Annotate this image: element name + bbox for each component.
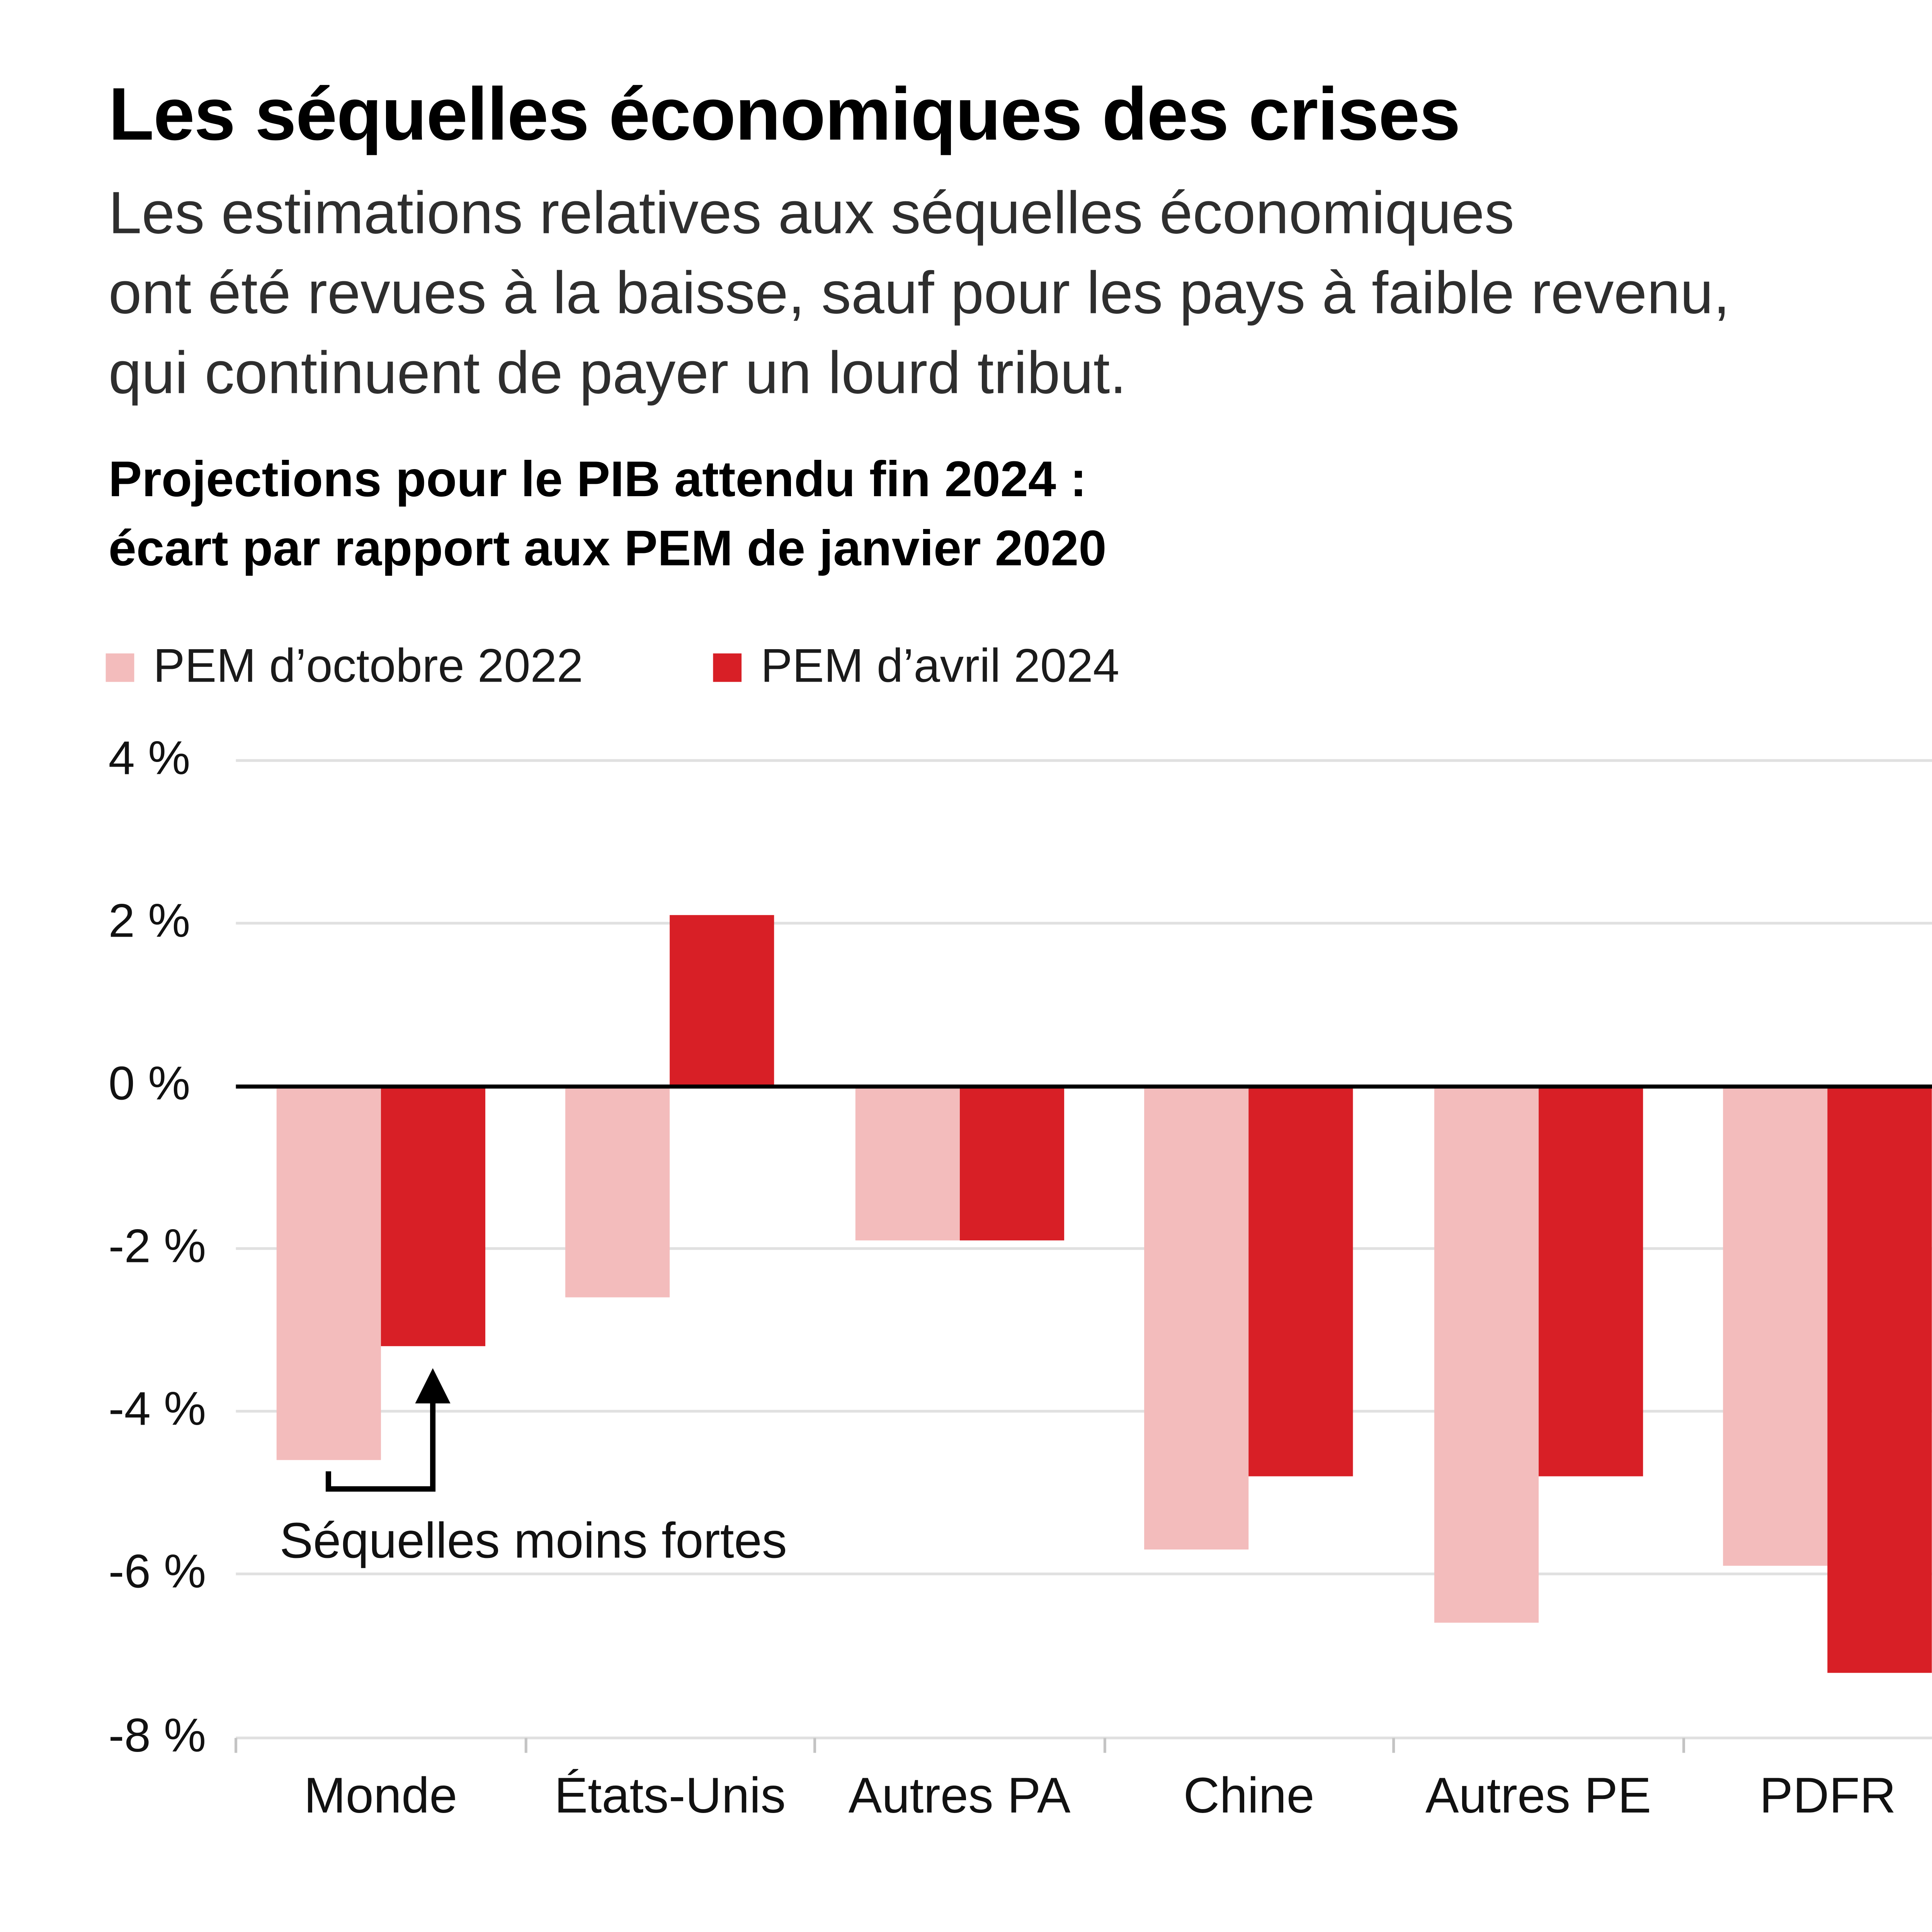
- plot-area: Monde États-Unis Autres PA Chine Autres PE PD…: [234, 732, 1932, 1857]
- y-axis-tick-label: -4 %: [108, 1383, 206, 1436]
- y-axis-tick-label: -8 %: [108, 1709, 206, 1762]
- gridline: [236, 1410, 1932, 1413]
- page-subtitle: Les estimations relatives aux séquelles …: [108, 180, 1730, 407]
- bar-oct2022-autres-pa: [855, 1086, 960, 1241]
- annotation-arrow-icon: [325, 1368, 451, 1492]
- legend-swatch-pink-icon: [105, 653, 134, 681]
- legend-item-oct-2022: PEM d’octobre 2022: [105, 639, 583, 694]
- annotation-text: Séquelles moins fortes: [279, 1513, 787, 1569]
- x-axis-tick: [813, 1737, 816, 1752]
- bar-avr2024-autres-pe: [1538, 1086, 1643, 1477]
- legend-swatch-red-icon: [713, 653, 742, 681]
- legend-item-avr-2024: PEM d’avril 2024: [713, 640, 1119, 694]
- y-axis-tick-label: 0 %: [108, 1057, 190, 1111]
- bar-oct2022-chine: [1144, 1086, 1249, 1550]
- x-axis-tick: [524, 1737, 527, 1752]
- bar-chart: Monde États-Unis Autres PA Chine Autres PE PD…: [0, 732, 1932, 1857]
- bar-avr2024-pdfr: [1828, 1086, 1932, 1672]
- bar-oct2022--tats-unis: [565, 1086, 670, 1298]
- x-axis-category-label: États-Unis: [554, 1767, 786, 1823]
- y-axis-tick-label: 4 %: [108, 731, 190, 785]
- zero-axis-line: [236, 1083, 1932, 1088]
- bar-oct2022-pdfr: [1723, 1086, 1828, 1566]
- y-axis-tick-label: -6 %: [108, 1546, 206, 1599]
- x-axis-category-label: Monde: [304, 1767, 457, 1823]
- bar-avr2024-monde: [380, 1086, 485, 1347]
- gridline: [236, 922, 1932, 925]
- x-axis-category-label: Autres PE: [1425, 1767, 1651, 1823]
- x-axis-tick: [1103, 1737, 1106, 1752]
- bar-avr2024-chine: [1249, 1086, 1354, 1477]
- bar-avr2024--tats-unis: [670, 915, 775, 1086]
- gridline: [236, 1736, 1932, 1739]
- x-axis-tick: [1392, 1737, 1395, 1752]
- gridline: [236, 1573, 1932, 1576]
- x-axis-category-label: Chine: [1183, 1767, 1315, 1823]
- legend-label: PEM d’octobre 2022: [153, 639, 583, 693]
- x-axis-category-label: Autres PA: [848, 1767, 1071, 1823]
- legend-label: PEM d’avril 2024: [760, 639, 1119, 693]
- x-axis-tick: [1682, 1737, 1685, 1752]
- gridline: [236, 1247, 1932, 1250]
- page-title: Les séquelles économiques des crises: [108, 71, 1461, 156]
- chart-title: Projections pour le PIB attendu fin 2024…: [108, 451, 1107, 577]
- gridline: [236, 759, 1932, 762]
- x-axis-category-label: PDFR: [1759, 1767, 1896, 1823]
- y-axis-tick-label: 2 %: [108, 895, 190, 947]
- bar-avr2024-autres-pa: [959, 1086, 1064, 1241]
- y-axis-tick-label: -2 %: [108, 1220, 206, 1273]
- x-axis-tick: [234, 1737, 237, 1752]
- imf-logo: IMF: [1845, 1917, 1932, 1932]
- chart-legend: PEM d’octobre 2022 PEM d’avril 2024: [105, 639, 1119, 694]
- bar-oct2022-monde: [276, 1086, 381, 1461]
- bar-oct2022-autres-pe: [1434, 1086, 1539, 1624]
